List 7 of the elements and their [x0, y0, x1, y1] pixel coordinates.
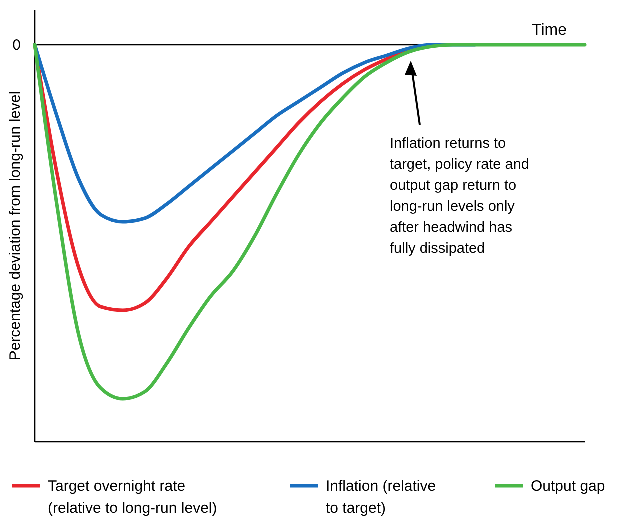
legend-label: Inflation (relative to target) [326, 478, 436, 517]
annotation: Inflation returns to target, policy rate and output gap return to long-run levels only after headwind has fully dissipated [390, 136, 530, 257]
text: 0 [12, 37, 21, 54]
y-axis-title: Percentage deviation from long-run level [7, 91, 24, 361]
legend-label: Target overnight rate (relative to long-run level) [48, 478, 218, 517]
x-axis-title: Time [532, 22, 568, 39]
legend-label: Output gap [531, 478, 606, 495]
